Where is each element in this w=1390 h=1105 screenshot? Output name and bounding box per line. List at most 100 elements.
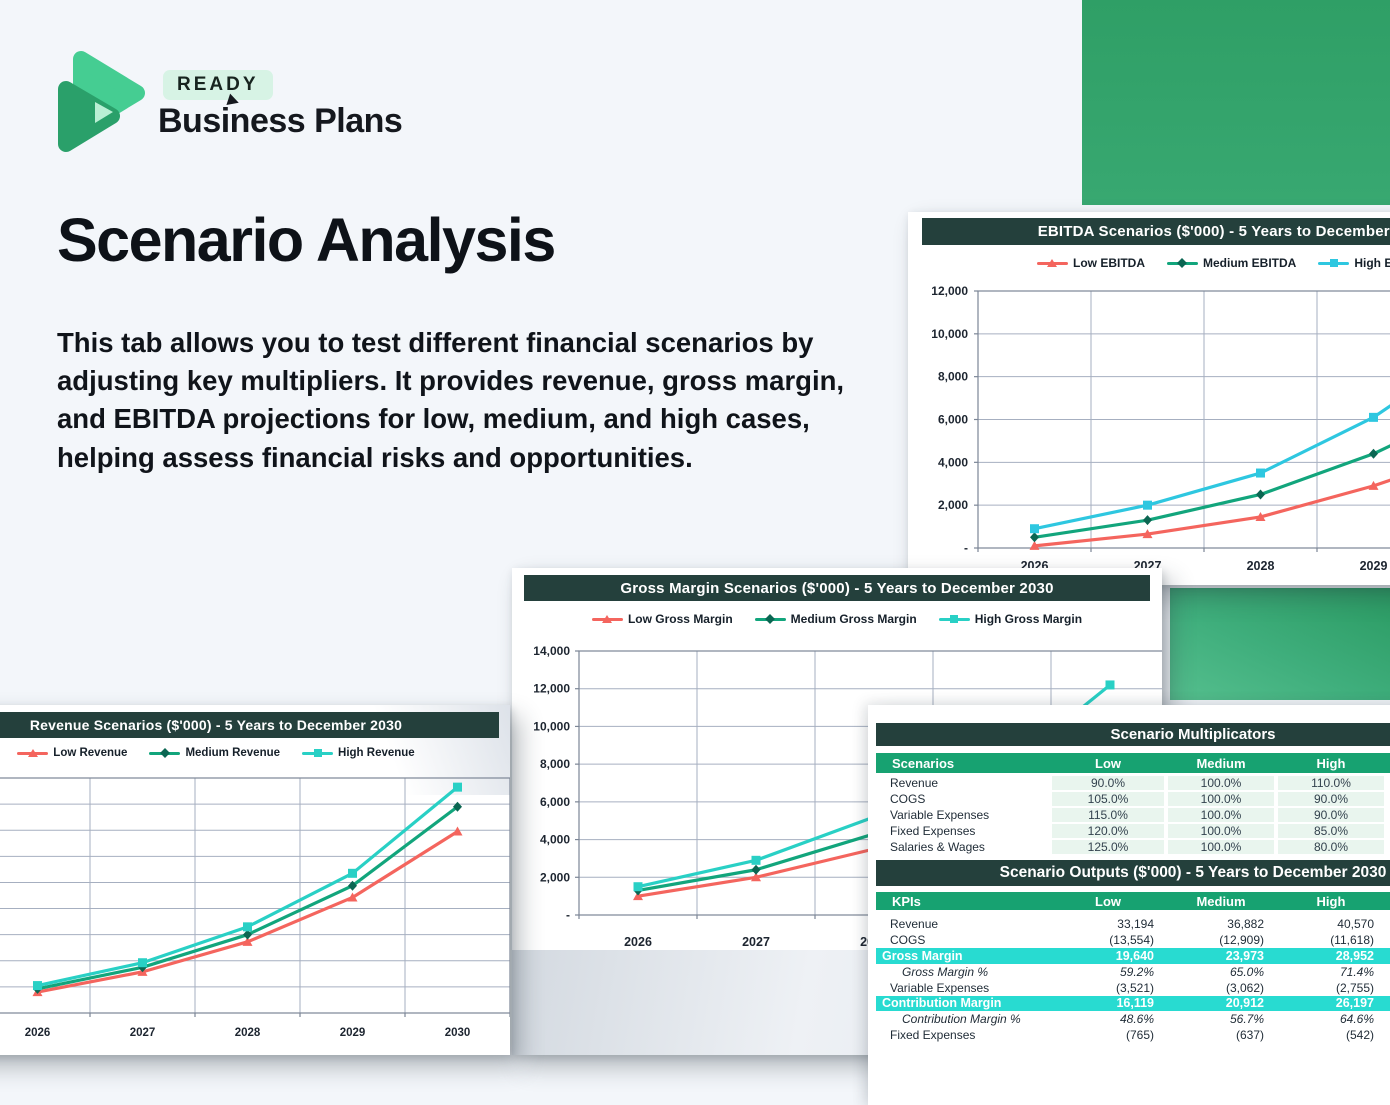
kpi-row: Fixed Expenses(765)(637)(542) [876, 1027, 1390, 1043]
x-axis-year-label: 2029 [1360, 559, 1388, 573]
multiplicators-table-title: Scenario Multiplicators [876, 723, 1390, 746]
multiplier-value: 90.0% [1052, 776, 1164, 791]
kpi-label: Contribution Margin % [902, 1011, 1021, 1027]
x-axis-year-label: 2029 [340, 1027, 366, 1039]
x-axis-year-label: 2030 [445, 1027, 471, 1039]
kpi-value: (542) [1278, 1027, 1382, 1043]
kpi-value: (11,618) [1278, 932, 1382, 948]
multiplier-value: 125.0% [1052, 840, 1164, 855]
x-axis-year-label: 2026 [25, 1027, 51, 1039]
page-title: Scenario Analysis [57, 205, 555, 275]
kpi-row: Revenue 33,194 36,882 40,570 [876, 916, 1390, 932]
kpi-row: Gross Margin % 59.2% 65.0% 71.4% [876, 964, 1390, 980]
y-axis-tick-label: 6,000 [540, 795, 570, 809]
kpi-row: Variable Expenses (3,521) (3,062) (2,755) [876, 980, 1390, 996]
revenue-plot: 2026 2027 2028 2029 2030 [0, 705, 510, 1055]
y-axis-tick-label: 12,000 [533, 682, 570, 696]
header-label: KPIs [892, 892, 921, 910]
multiplicator-row: COGS 105.0% 100.0% 90.0% [876, 791, 1390, 807]
multiplier-value: 100.0% [1168, 824, 1274, 839]
kpi-value: 71.4% [1278, 964, 1382, 980]
y-axis-tick-label: 10,000 [533, 719, 570, 733]
y-axis-tick-label: 2,000 [938, 498, 968, 512]
kpi-value: 16,119 [1052, 996, 1162, 1012]
multiplier-value: 90.0% [1278, 792, 1384, 807]
x-axis-year-label: 2027 [130, 1027, 156, 1039]
ebitda-chart-card: EBITDA Scenarios ($'000) - 5 Years to De… [908, 212, 1390, 585]
kpi-value: 19,640 [1052, 948, 1162, 964]
kpi-value: 65.0% [1168, 964, 1272, 980]
green-accent-top-right [1082, 0, 1390, 205]
kpi-value: 33,194 [1052, 916, 1162, 932]
kpi-value: 20,912 [1168, 996, 1272, 1012]
kpi-value: 48.6% [1052, 1011, 1162, 1027]
y-axis-tick-label: 14,000 [533, 644, 570, 658]
kpi-value: (2,755) [1278, 980, 1382, 996]
kpi-value: 23,973 [1168, 948, 1272, 964]
kpi-row: Gross Margin 19,640 23,973 28,952 [876, 948, 1390, 964]
kpi-value: 28,952 [1278, 948, 1382, 964]
kpi-value: 36,882 [1168, 916, 1272, 932]
y-axis-tick-label: 4,000 [938, 455, 968, 469]
brand-badge: READY [163, 70, 273, 100]
x-axis-year-label: 2028 [1247, 559, 1275, 573]
revenue-chart-card: Revenue Scenarios ($'000) - 5 Years to D… [0, 705, 510, 1055]
page-description: This tab allows you to test different fi… [57, 324, 857, 477]
y-axis-tick-label: 6,000 [938, 413, 968, 427]
y-axis-tick-label: 8,000 [540, 757, 570, 771]
multiplier-value: 105.0% [1052, 792, 1164, 807]
header-col-low: Low [1052, 892, 1164, 910]
kpi-value: 59.2% [1052, 964, 1162, 980]
green-accent-middle-right [1170, 588, 1390, 700]
kpi-label: Gross Margin [882, 948, 963, 964]
row-label: Revenue [890, 775, 938, 791]
kpi-value: 26,197 [1278, 996, 1382, 1012]
brand-logo: READY Business Plans [55, 45, 475, 160]
kpi-label: COGS [890, 932, 925, 948]
header-col-high: High [1278, 892, 1384, 910]
multiplier-value: 100.0% [1168, 808, 1274, 823]
y-axis-tick-label: - [566, 908, 570, 922]
multiplier-value: 100.0% [1168, 792, 1274, 807]
y-axis-tick-label: 10,000 [931, 327, 968, 341]
multiplier-value: 80.0% [1278, 840, 1384, 855]
y-axis-tick-label: 2,000 [540, 870, 570, 884]
multiplier-value: 100.0% [1168, 840, 1274, 855]
header-col-medium: Medium [1168, 753, 1274, 773]
play-triangles-icon [55, 45, 155, 160]
kpi-value: (637) [1168, 1027, 1272, 1043]
kpi-value: (3,521) [1052, 980, 1162, 996]
multiplicator-row: Variable Expenses 115.0% 100.0% 90.0% [876, 807, 1390, 823]
revenue-series-line [38, 787, 458, 985]
kpi-row: COGS (13,554) (12,909) (11,618) [876, 932, 1390, 948]
kpi-value: (13,554) [1052, 932, 1162, 948]
ebitda-series-line [1035, 340, 1390, 528]
header-col-low: Low [1052, 753, 1164, 773]
row-label: COGS [890, 791, 925, 807]
kpi-value: 56.7% [1168, 1011, 1272, 1027]
brand-name: Business Plans [158, 102, 402, 141]
kpi-value: (3,062) [1168, 980, 1272, 996]
y-axis-tick-label: 4,000 [540, 833, 570, 847]
x-axis-year-label: 2026 [624, 935, 652, 949]
x-axis-year-label: 2028 [235, 1027, 261, 1039]
x-axis-year-label: 2027 [742, 935, 770, 949]
kpi-value: (12,909) [1168, 932, 1272, 948]
row-label: Variable Expenses [890, 807, 989, 823]
kpi-label: Variable Expenses [890, 980, 989, 996]
kpi-value: 40,570 [1278, 916, 1382, 932]
multiplier-value: 90.0% [1278, 808, 1384, 823]
row-label: Fixed Expenses [890, 823, 975, 839]
kpi-label: Revenue [890, 916, 938, 932]
kpi-label: Gross Margin % [902, 964, 988, 980]
multiplier-value: 115.0% [1052, 808, 1164, 823]
header-col-high: High [1278, 753, 1384, 773]
multiplier-value: 120.0% [1052, 824, 1164, 839]
